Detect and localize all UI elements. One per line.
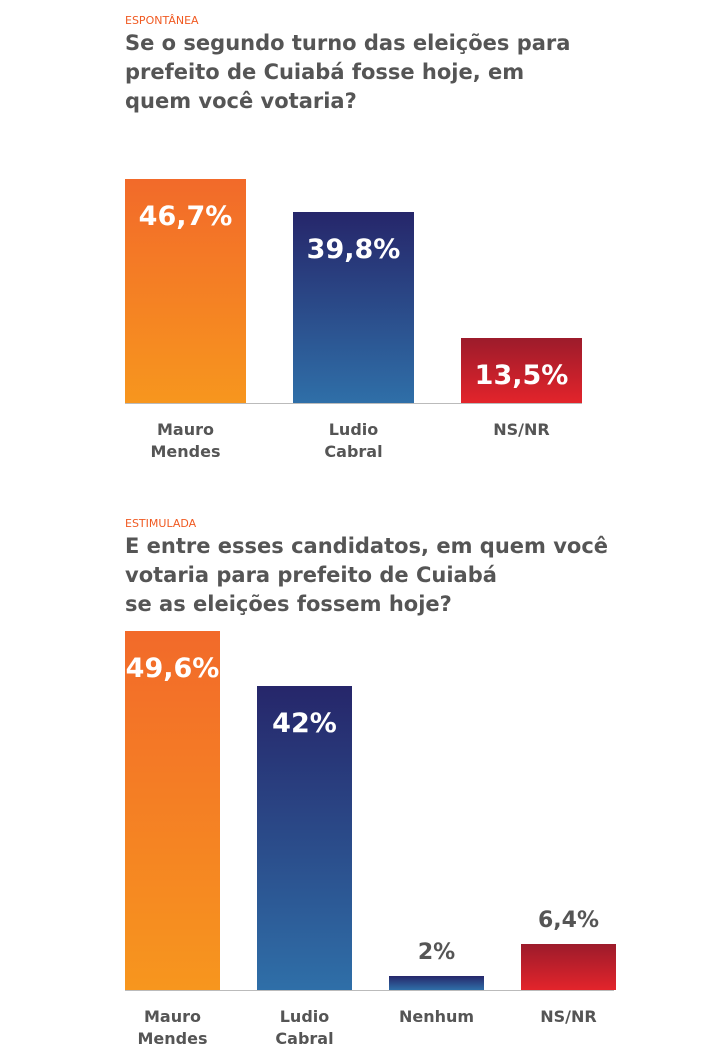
bar (125, 630, 220, 990)
category-label: Mauro Mendes (137, 1007, 208, 1048)
value-label: 6,4% (537, 907, 599, 933)
value-label: 42% (272, 707, 337, 739)
value-label: 13,5% (474, 360, 569, 392)
value-label: 2% (417, 939, 456, 965)
axis-line (125, 990, 614, 991)
bar (461, 338, 582, 403)
bar (257, 685, 352, 990)
value-label: 46,7% (138, 200, 233, 232)
subtitle: ESTIMULADA (125, 517, 197, 530)
bar (389, 975, 484, 990)
subtitle: ESPONTÂNEA (125, 14, 199, 27)
value-label: 39,8% (306, 233, 401, 265)
bar (293, 211, 414, 403)
category-label: Mauro Mendes (150, 420, 221, 461)
category-label: Nenhum (398, 1007, 475, 1026)
bar (521, 943, 616, 990)
category-label: Ludio Cabral (275, 1007, 334, 1048)
category-label: NS/NR (493, 420, 550, 439)
category-label: Ludio Cabral (324, 420, 383, 461)
chart-title: Se o segundo turno das eleições para pre… (125, 31, 571, 113)
bar (125, 178, 246, 403)
category-label: NS/NR (540, 1007, 597, 1026)
chart-title: E entre esses candidatos, em quem você v… (125, 534, 609, 616)
axis-line (125, 403, 582, 404)
value-label: 49,6% (125, 652, 220, 684)
